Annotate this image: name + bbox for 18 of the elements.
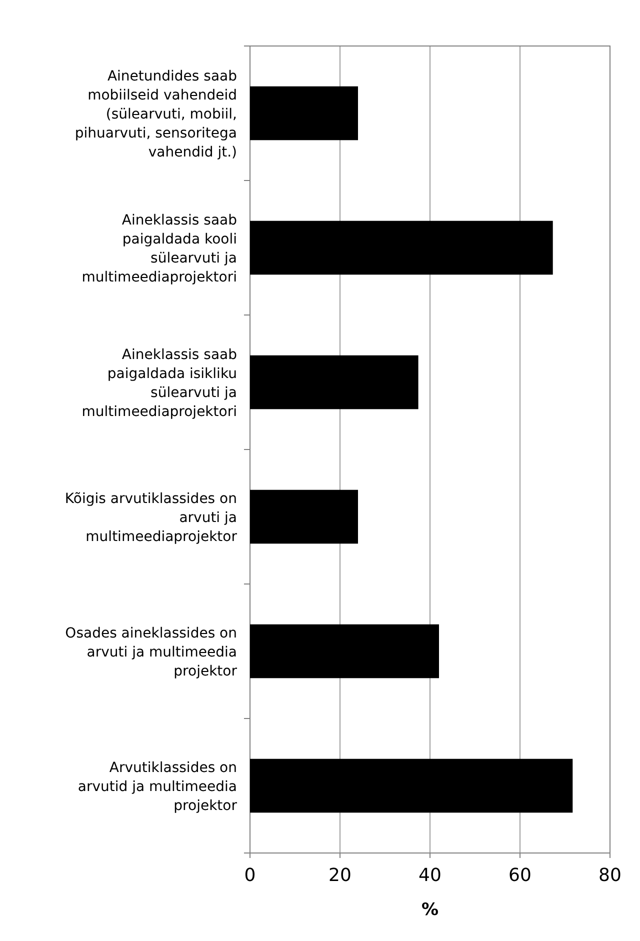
x-tick-label: 0 bbox=[244, 865, 256, 886]
y-tick-label: Arvutiklassides on arvutid ja multimeedia projektor bbox=[78, 760, 238, 814]
bar bbox=[250, 355, 418, 410]
bar bbox=[250, 490, 358, 544]
bar bbox=[250, 758, 573, 813]
x-tick-label: 80 bbox=[598, 865, 622, 886]
x-tick-label: 20 bbox=[328, 865, 352, 886]
x-tick-label: 40 bbox=[418, 865, 442, 886]
x-tick-label: 60 bbox=[508, 865, 532, 886]
y-tick-label: Osades aineklassides on arvuti ja multimeedia projektor bbox=[65, 625, 238, 680]
y-tick-label: Aineklassis saab paigaldada kooli sülearvuti ja multimeediaprojektori bbox=[82, 212, 238, 286]
y-tick-label: Kõigis arvutiklassides on arvuti ja multimeediaprojektor bbox=[64, 490, 238, 545]
bar bbox=[250, 220, 553, 275]
bar bbox=[250, 624, 439, 678]
y-tick-label: Ainetundides saab mobiilseid vahendeid (sülearvuti, mobiil, pihuarvuti, sensoritega vahendid jt.) bbox=[74, 68, 238, 160]
x-axis-title: % bbox=[421, 900, 439, 920]
bar bbox=[250, 86, 358, 140]
y-tick-label: Aineklassis saab paigaldada isikliku sülearvuti ja multimeediaprojektori bbox=[82, 346, 238, 420]
